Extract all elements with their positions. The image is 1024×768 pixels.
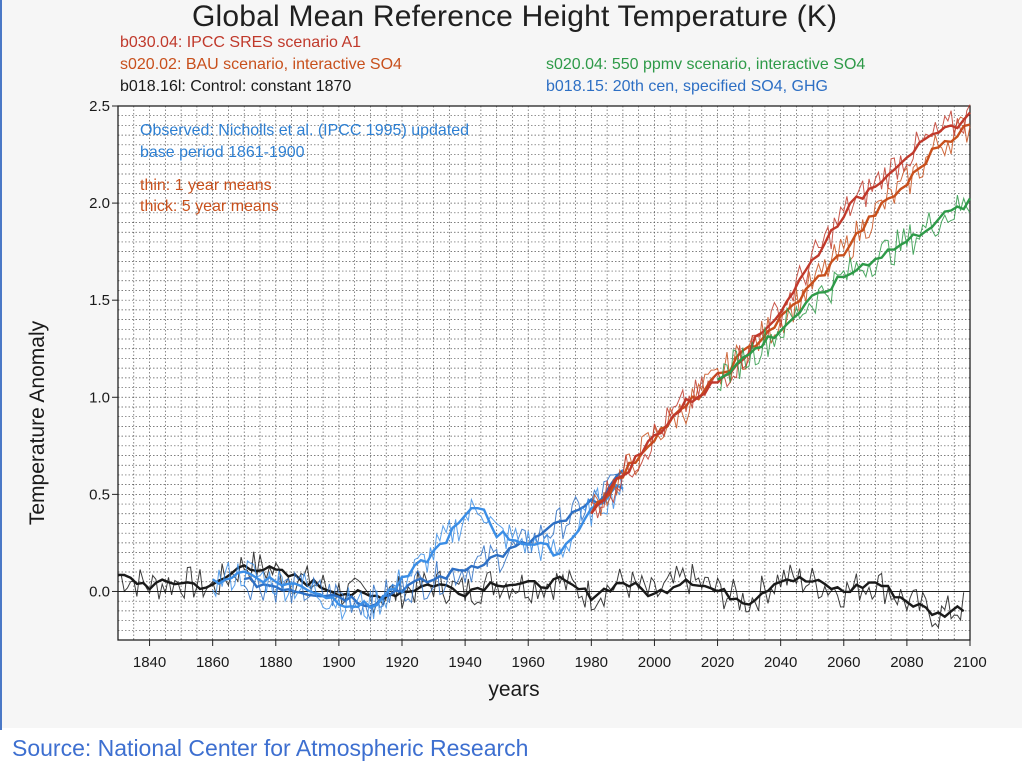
annotation-base-period: base period 1861-1900 xyxy=(140,144,305,161)
y-axis-title: Temperature Anomaly xyxy=(26,320,49,525)
legend-a1: b030.04: IPCC SRES scenario A1 xyxy=(120,34,362,51)
slide-left-border xyxy=(0,0,2,730)
annotation-observed: Observed: Nicholls et al. (IPCC 1995) up… xyxy=(140,122,469,139)
annotation-thin: thin: 1 year means xyxy=(140,177,272,194)
y-tick-label: 1.5 xyxy=(89,292,110,309)
legend-control: b018.16l: Control: constant 1870 xyxy=(120,78,352,95)
plot-frame xyxy=(117,105,971,641)
x-tick-label: 2040 xyxy=(764,654,797,671)
x-tick-label: 2060 xyxy=(827,654,860,671)
chart-title: Global Mean Reference Height Temperature… xyxy=(192,0,838,33)
legend-550ppmv: s020.04: 550 ppmv scenario, interactive … xyxy=(546,56,866,73)
x-tick-label: 1840 xyxy=(133,654,166,671)
series-thin-observed xyxy=(212,468,624,621)
x-tick-label: 2100 xyxy=(953,654,986,671)
y-tick-label: 0.0 xyxy=(89,583,110,600)
series-thick-b018-16l xyxy=(117,564,965,619)
x-tick-label: 1980 xyxy=(575,654,608,671)
x-tick-label: 1860 xyxy=(196,654,229,671)
series-thick-b030-04 xyxy=(590,111,971,515)
series-thick-s020-04 xyxy=(717,197,972,381)
x-tick-label: 1940 xyxy=(448,654,481,671)
y-tick-label: 1.0 xyxy=(89,389,110,406)
x-tick-label: 1900 xyxy=(322,654,355,671)
series-thick-b018-15 xyxy=(243,469,624,608)
x-tick-label: 1920 xyxy=(385,654,418,671)
y-tick-label: 0.5 xyxy=(89,486,110,503)
series-thick-observed xyxy=(212,483,624,610)
legend-bau: s020.02: BAU scenario, interactive SO4 xyxy=(120,56,402,73)
x-tick-label: 2080 xyxy=(890,654,923,671)
series-thin-b030-04 xyxy=(591,104,971,519)
x-tick-label: 2020 xyxy=(701,654,734,671)
x-axis-title: years xyxy=(488,678,539,701)
x-tick-label: 1960 xyxy=(512,654,545,671)
legend-20th-cen: b018.15: 20th cen, specified SO4, GHG xyxy=(546,78,828,95)
chart-plot: 1840 1860 1880 1900 1920 1940 1960 1980 2000 2020… xyxy=(26,98,987,701)
source-caption: Source: National Center for Atmospheric … xyxy=(12,735,529,761)
series-thick-s020-02 xyxy=(590,123,971,514)
y-tick-label: 2.0 xyxy=(89,195,110,212)
x-tick-label: 1880 xyxy=(259,654,292,671)
annotation-thick: thick: 5 year means xyxy=(140,198,279,215)
series-thin-s020-04 xyxy=(717,195,971,392)
x-tick-label: 2000 xyxy=(638,654,671,671)
series-thin-b018-15 xyxy=(243,473,624,621)
y-tick-label: 2.5 xyxy=(89,98,110,115)
